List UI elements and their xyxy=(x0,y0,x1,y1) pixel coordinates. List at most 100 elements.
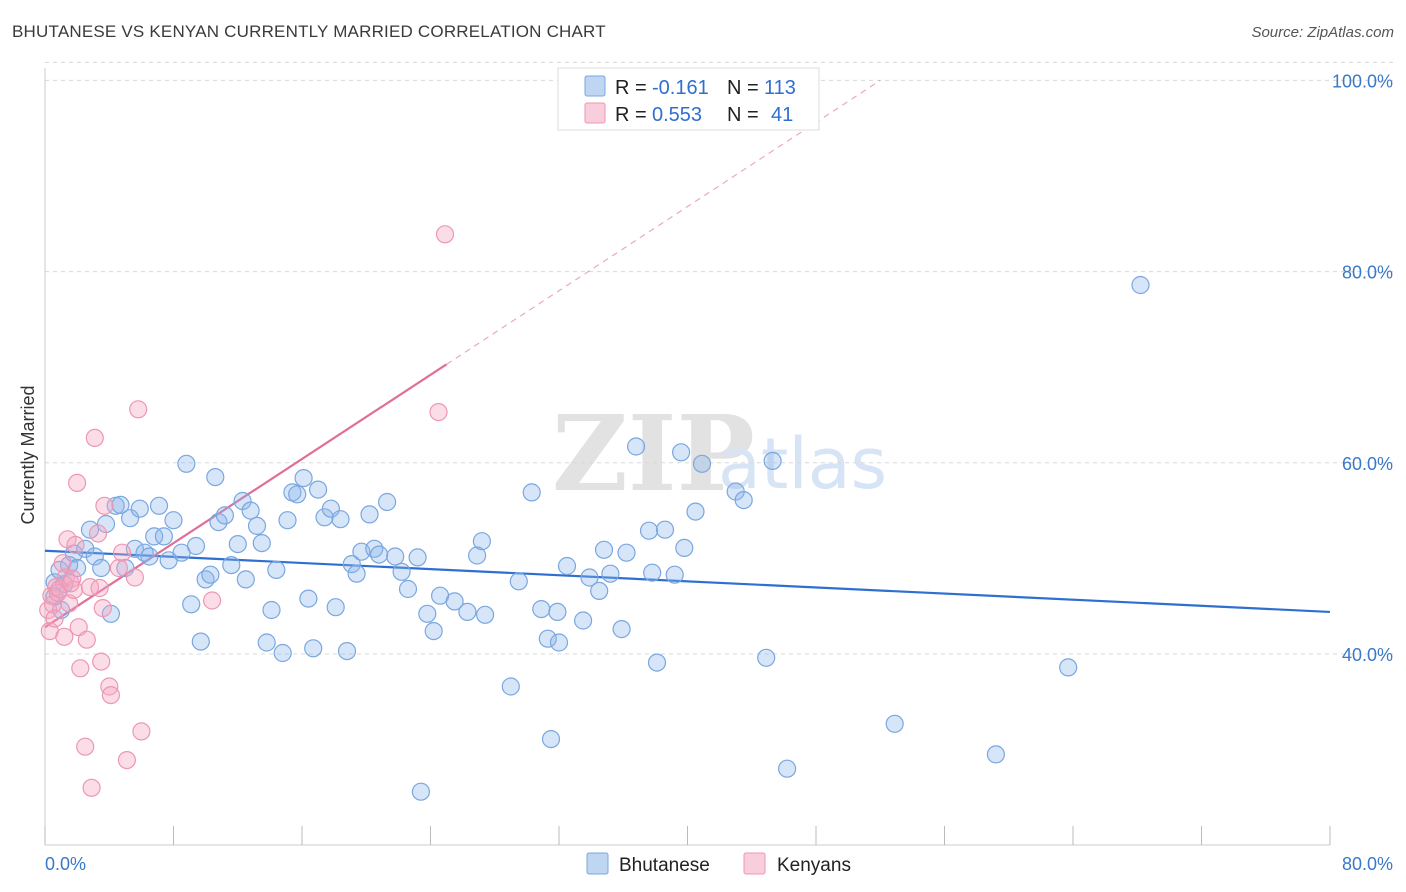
point-bhutanese-95 xyxy=(617,543,636,562)
point-bhutanese-98 xyxy=(643,563,662,582)
point-bhutanese-105 xyxy=(692,454,712,473)
point-bhutanese-67 xyxy=(386,547,405,566)
point-bhutanese-100 xyxy=(655,520,675,539)
point-bhutanese-75 xyxy=(445,592,464,611)
bottom-legend-swatch-kenyans xyxy=(743,852,766,875)
point-kenyans-17 xyxy=(71,659,90,678)
bottom-legend-label-bhutanese: Bhutanese xyxy=(619,855,710,876)
x-tick-label-1: 80.0% xyxy=(1342,854,1393,874)
watermark-zip: ZIP xyxy=(552,392,755,515)
point-bhutanese-57 xyxy=(326,598,345,617)
point-bhutanese-104 xyxy=(686,502,705,521)
point-bhutanese-28 xyxy=(177,454,196,473)
point-bhutanese-46 xyxy=(267,560,286,580)
point-kenyans-34 xyxy=(129,400,148,419)
point-bhutanese-85 xyxy=(541,729,561,749)
point-bhutanese-81 xyxy=(509,572,528,591)
point-bhutanese-48 xyxy=(278,511,297,530)
point-kenyans-31 xyxy=(112,543,132,562)
point-bhutanese-21 xyxy=(140,547,159,566)
trend-line-bhutanese xyxy=(44,549,1331,614)
point-bhutanese-101 xyxy=(665,565,684,584)
bottom-legend-swatch-bhutanese xyxy=(586,852,609,875)
legend-n-value-kenyans: 41 xyxy=(771,104,793,126)
point-bhutanese-70 xyxy=(408,548,427,567)
legend-r-value-bhutanese: -0.161 xyxy=(652,77,709,99)
point-kenyans-36 xyxy=(203,591,222,610)
point-bhutanese-66 xyxy=(378,492,397,512)
data-points xyxy=(39,225,1150,801)
point-bhutanese-99 xyxy=(647,653,667,672)
point-bhutanese-40 xyxy=(236,570,255,589)
point-bhutanese-41 xyxy=(241,501,260,520)
legend-r-label-kenyans: R = xyxy=(615,104,647,126)
point-bhutanese-17 xyxy=(121,509,140,528)
point-bhutanese-78 xyxy=(472,532,491,551)
point-bhutanese-60 xyxy=(342,554,361,574)
point-kenyans-20 xyxy=(80,577,100,597)
legend-n-label-kenyans: N = xyxy=(727,104,759,126)
point-bhutanese-26 xyxy=(164,511,183,530)
point-bhutanese-33 xyxy=(201,565,220,584)
point-bhutanese-34 xyxy=(206,468,225,487)
point-bhutanese-24 xyxy=(154,527,173,546)
point-bhutanese-51 xyxy=(294,469,313,488)
point-bhutanese-19 xyxy=(130,499,149,518)
point-kenyans-12 xyxy=(59,594,79,613)
point-bhutanese-89 xyxy=(573,611,593,630)
point-bhutanese-86 xyxy=(548,602,567,622)
y-tick-label-1: 60.0% xyxy=(1342,454,1393,474)
point-bhutanese-88 xyxy=(557,556,577,576)
point-kenyans-25 xyxy=(92,652,111,671)
point-bhutanese-52 xyxy=(299,589,318,608)
point-kenyans-22 xyxy=(85,428,104,447)
stats-legend: R = -0.161 N = 113 R = 0.553 N = 41 xyxy=(557,67,820,131)
point-bhutanese-80 xyxy=(501,677,520,696)
point-bhutanese-77 xyxy=(468,546,487,565)
point-bhutanese-71 xyxy=(411,782,430,801)
point-kenyans-40 xyxy=(61,574,80,593)
y-tick-labels: 40.0% 60.0% 80.0% 100.0% xyxy=(1332,71,1393,665)
legend-r-value-kenyans: 0.553 xyxy=(652,104,702,126)
point-bhutanese-84 xyxy=(538,629,557,648)
point-bhutanese-15 xyxy=(111,495,130,514)
point-bhutanese-61 xyxy=(347,564,366,583)
gridlines xyxy=(45,61,1395,655)
chart-title: BHUTANESE VS KENYAN CURRENTLY MARRIED CO… xyxy=(12,22,606,41)
point-bhutanese-107 xyxy=(734,491,753,510)
point-kenyans-30 xyxy=(109,558,129,578)
point-kenyans-18 xyxy=(76,737,95,756)
point-bhutanese-50 xyxy=(288,485,307,504)
point-bhutanese-36 xyxy=(215,506,234,525)
point-kenyans-37 xyxy=(429,403,448,422)
point-bhutanese-94 xyxy=(612,619,631,639)
point-bhutanese-83 xyxy=(532,599,551,619)
watermark: ZIP atlas xyxy=(552,392,887,515)
point-kenyans-33 xyxy=(125,568,144,587)
point-bhutanese-103 xyxy=(675,538,694,558)
x-tick-labels: 0.0% 80.0% xyxy=(45,854,1393,874)
point-kenyans-24 xyxy=(90,578,109,598)
point-bhutanese-73 xyxy=(424,621,443,641)
point-bhutanese-30 xyxy=(186,536,206,556)
point-bhutanese-16 xyxy=(116,558,135,578)
point-bhutanese-68 xyxy=(392,562,411,581)
point-bhutanese-76 xyxy=(458,602,477,622)
point-kenyans-32 xyxy=(117,750,137,770)
point-bhutanese-58 xyxy=(331,510,350,529)
point-kenyans-38 xyxy=(435,225,455,244)
point-kenyans-3 xyxy=(43,595,63,614)
point-bhutanese-112 xyxy=(986,745,1006,764)
trend-line-kenyans xyxy=(44,363,448,629)
legend-n-value-bhutanese: 113 xyxy=(764,77,796,99)
y-tick-label-3: 100.0% xyxy=(1332,71,1393,91)
point-kenyans-19 xyxy=(77,630,96,649)
legend-swatch-bhutanese xyxy=(584,75,606,97)
point-bhutanese-102 xyxy=(671,443,691,462)
point-bhutanese-31 xyxy=(191,632,210,651)
point-kenyans-26 xyxy=(93,598,112,618)
y-axis-label: Currently Married xyxy=(18,385,38,524)
point-bhutanese-8 xyxy=(76,539,95,558)
point-bhutanese-97 xyxy=(639,521,659,540)
point-kenyans-9 xyxy=(55,627,74,646)
